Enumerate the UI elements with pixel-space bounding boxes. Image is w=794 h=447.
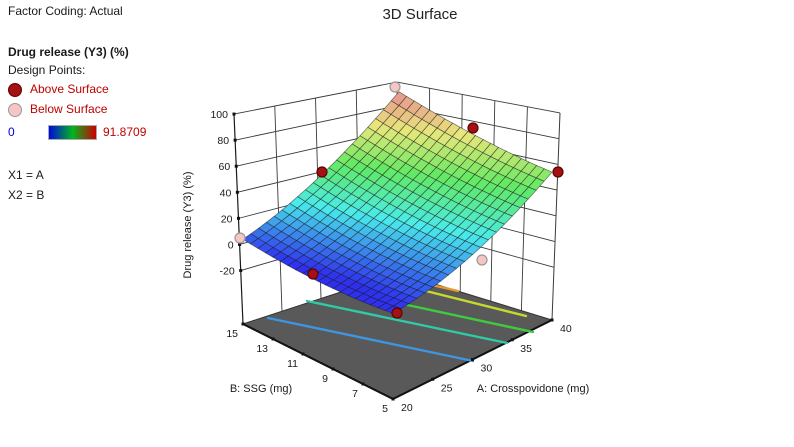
a-axis-title: A: Crosspovidone (mg): [477, 383, 590, 395]
svg-text:40: 40: [220, 187, 232, 199]
svg-text:80: 80: [217, 135, 229, 147]
scale-min-value: 0: [8, 125, 15, 139]
svg-text:7: 7: [352, 388, 358, 400]
svg-text:20: 20: [401, 402, 413, 414]
design-point-above: [307, 268, 319, 280]
svg-text:9: 9: [322, 373, 328, 385]
svg-text:20: 20: [221, 213, 233, 225]
below-surface-label: Below Surface: [30, 102, 108, 116]
svg-text:13: 13: [256, 343, 268, 355]
color-gradient-bar: [48, 125, 97, 140]
design-point-below: [389, 81, 401, 93]
svg-text:40: 40: [560, 323, 572, 335]
legend-above-surface: Above Surface: [8, 82, 188, 97]
b-axis-title: B: SSG (mg): [230, 383, 292, 395]
response-label: Drug release (Y3) (%): [8, 45, 129, 59]
svg-text:60: 60: [219, 161, 231, 173]
surface-mesh: [242, 91, 553, 314]
above-surface-label: Above Surface: [30, 82, 109, 96]
design-point-below: [234, 232, 246, 244]
svg-text:15: 15: [226, 328, 238, 340]
above-surface-point-icon: [8, 82, 22, 97]
svg-text:25: 25: [441, 382, 453, 394]
design-point-above: [316, 166, 328, 178]
factor-coding-label: Factor Coding: Actual: [8, 4, 123, 18]
design-points-label: Design Points:: [8, 63, 86, 77]
axes: 100 80 60 40 20 0 -20 15 13 11 9 7 5 20 25 30 35 40 Drug r…: [182, 109, 589, 415]
x1-factor-label: X1 = A: [8, 168, 44, 182]
design-point-above: [552, 166, 564, 178]
scale-max-value: 91.8709: [103, 125, 147, 139]
svg-text:35: 35: [520, 343, 532, 355]
legend-panel: Factor Coding: Actual Drug release (Y3) …: [8, 4, 188, 208]
z-axis-title: Drug release (Y3) (%): [182, 172, 194, 279]
design-point-above: [467, 122, 479, 134]
design-point-below: [476, 254, 488, 266]
design-points: [234, 81, 564, 319]
plot-title: 3D Surface: [382, 6, 458, 23]
design-point-above: [391, 307, 403, 319]
svg-text:5: 5: [382, 403, 388, 415]
legend-below-surface: Below Surface: [8, 102, 188, 117]
color-scale: 0 91.8709: [8, 125, 188, 140]
svg-text:100: 100: [210, 109, 228, 121]
svg-text:-20: -20: [220, 266, 235, 278]
below-surface-point-icon: [8, 102, 22, 117]
points-behind: [476, 254, 488, 266]
svg-text:11: 11: [287, 358, 298, 370]
x2-factor-label: X2 = B: [8, 188, 45, 202]
svg-text:30: 30: [481, 363, 493, 375]
svg-text:0: 0: [228, 239, 234, 251]
